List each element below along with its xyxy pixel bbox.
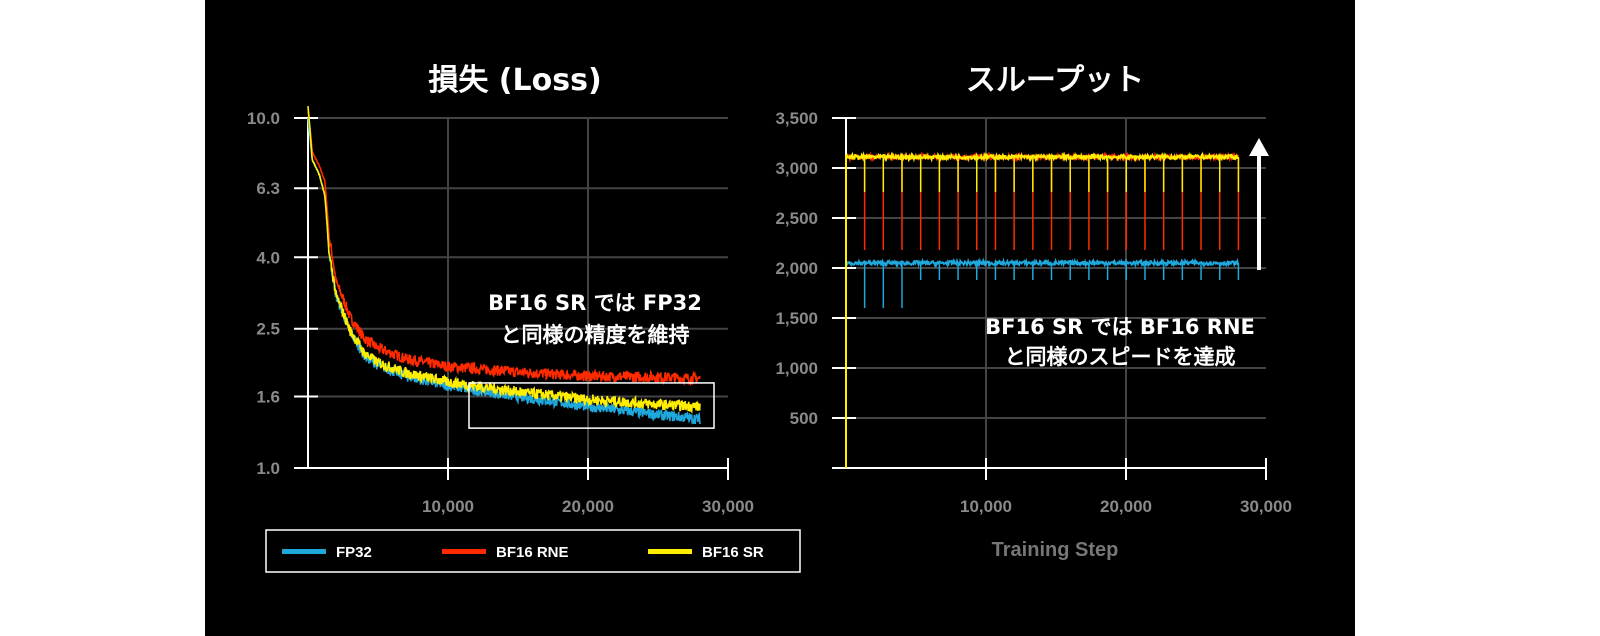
loss-annotation-line1: BF16 SR では FP32 (488, 291, 702, 315)
y-tick-label: 3,500 (775, 109, 818, 128)
legend-swatch-bf16-rne (442, 549, 486, 554)
y-tick-label: 3,000 (775, 159, 818, 178)
x-tick-label: 10,000 (960, 497, 1012, 516)
y-tick-label: 2,500 (775, 209, 818, 228)
y-tick-label: 1,500 (775, 309, 818, 328)
x-tick-label: 30,000 (1240, 497, 1292, 516)
legend-label-fp32: FP32 (336, 544, 372, 561)
throughput-chart-title: スループット (966, 63, 1144, 98)
throughput-series-fp32 (845, 257, 1239, 433)
loss-chart-title: 損失 (Loss) (428, 63, 601, 98)
throughput-annotation-line2: と同様のスピードを達成 (1005, 345, 1236, 369)
throughput-chart: 3,500 3,000 2,500 2,000 1,500 1,000 500 10,000 2… (775, 109, 1292, 516)
legend-label-bf16-rne: BF16 RNE (496, 544, 569, 561)
loss-chart: 10.0 6.3 4.0 2.5 1.6 1.0 10,000 20,000 30,000 (247, 106, 754, 516)
y-tick-label: 4.0 (256, 248, 280, 267)
highlight-box (468, 382, 715, 429)
loss-annotation-line2: と同様の精度を維持 (501, 323, 690, 347)
up-arrow-icon (1249, 138, 1269, 270)
y-tick-label: 1.6 (256, 388, 280, 407)
legend: FP32 BF16 RNE BF16 SR (265, 529, 801, 573)
y-tick-label: 2,000 (775, 259, 818, 278)
y-tick-label: 2.5 (256, 320, 280, 339)
x-tick-label: 20,000 (1100, 497, 1152, 516)
x-axis-label: Training Step (992, 539, 1119, 561)
loss-series-bf16-sr (307, 106, 701, 415)
y-tick-label: 1.0 (256, 459, 280, 478)
x-tick-label: 30,000 (702, 497, 754, 516)
legend-label-bf16-sr: BF16 SR (702, 544, 764, 561)
legend-swatch-bf16-sr (648, 549, 692, 554)
y-tick-label: 10.0 (247, 109, 280, 128)
legend-swatch-fp32 (282, 549, 326, 554)
y-tick-label: 500 (790, 409, 818, 428)
throughput-series-bf16-sr (845, 151, 1239, 468)
x-tick-label: 20,000 (562, 497, 614, 516)
throughput-annotation-line1: BF16 SR では BF16 RNE (985, 315, 1255, 339)
loss-series-bf16-rne (307, 111, 701, 387)
y-tick-label: 1,000 (775, 359, 818, 378)
x-tick-label: 10,000 (422, 497, 474, 516)
legend-box (265, 529, 801, 573)
y-tick-label: 6.3 (256, 179, 280, 198)
